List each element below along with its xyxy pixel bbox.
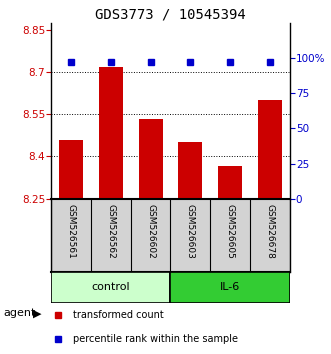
Text: ▶: ▶ (33, 308, 42, 318)
Text: GSM526562: GSM526562 (106, 205, 116, 259)
Text: IL-6: IL-6 (220, 282, 240, 292)
Text: GSM526605: GSM526605 (225, 205, 235, 259)
Text: GSM526678: GSM526678 (265, 205, 274, 259)
Text: percentile rank within the sample: percentile rank within the sample (73, 333, 238, 344)
Bar (178, 142, 202, 199)
Bar (59, 139, 83, 199)
Title: GDS3773 / 10545394: GDS3773 / 10545394 (95, 8, 246, 22)
Bar (51, 272, 170, 303)
Bar (99, 67, 123, 199)
Bar (170, 272, 290, 303)
Text: GSM526602: GSM526602 (146, 205, 155, 259)
Bar (139, 119, 163, 199)
Bar (258, 100, 282, 199)
Text: transformed count: transformed count (73, 310, 164, 320)
Bar (218, 166, 242, 199)
Text: GSM526561: GSM526561 (67, 205, 76, 259)
Text: agent: agent (3, 308, 36, 318)
Text: control: control (92, 282, 130, 292)
Text: GSM526603: GSM526603 (186, 205, 195, 259)
